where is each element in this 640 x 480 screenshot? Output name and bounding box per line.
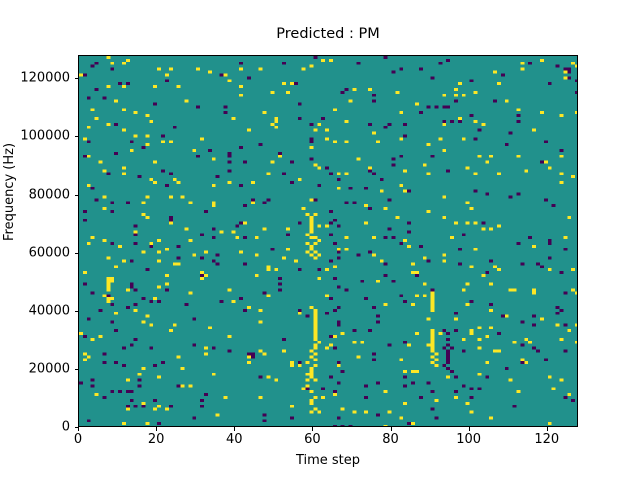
- x-tick-label: 60: [304, 432, 321, 447]
- x-tick-label: 80: [382, 432, 399, 447]
- x-tick-label: 100: [456, 432, 482, 447]
- x-tick-label: 0: [73, 432, 83, 447]
- y-tick-label: 100000: [20, 128, 70, 144]
- y-tick-mark: [74, 310, 78, 312]
- page-title: Predicted : PM: [276, 26, 380, 42]
- y-axis-label: Frequency (Hz): [2, 142, 17, 241]
- x-tick-mark: [234, 427, 236, 431]
- y-tick-label: 120000: [20, 70, 70, 86]
- y-tick-mark: [74, 427, 78, 429]
- y-tick-mark: [74, 194, 78, 196]
- x-tick-label: 40: [225, 432, 243, 447]
- x-tick-mark: [312, 427, 314, 431]
- x-axis-label: Time step: [295, 453, 361, 468]
- y-tick-mark: [74, 136, 78, 138]
- x-tick-mark: [546, 427, 548, 431]
- y-tick-mark: [74, 368, 78, 370]
- x-tick-mark: [156, 427, 158, 431]
- y-tick-label: 60000: [28, 245, 70, 261]
- y-tick-mark: [74, 252, 78, 254]
- x-tick-mark: [390, 427, 392, 431]
- y-tick-label: 0: [61, 419, 70, 435]
- y-tick-label: 80000: [28, 187, 70, 202]
- y-tick-label: 40000: [28, 303, 70, 319]
- heatmap-axes: [78, 55, 578, 427]
- x-tick-mark: [468, 427, 470, 431]
- y-tick-mark: [74, 78, 78, 80]
- y-tick-label: 20000: [28, 361, 70, 377]
- heatmap-image: [79, 56, 577, 426]
- x-tick-mark: [78, 427, 80, 431]
- x-tick-label: 20: [147, 432, 165, 447]
- x-tick-label: 120: [534, 432, 560, 447]
